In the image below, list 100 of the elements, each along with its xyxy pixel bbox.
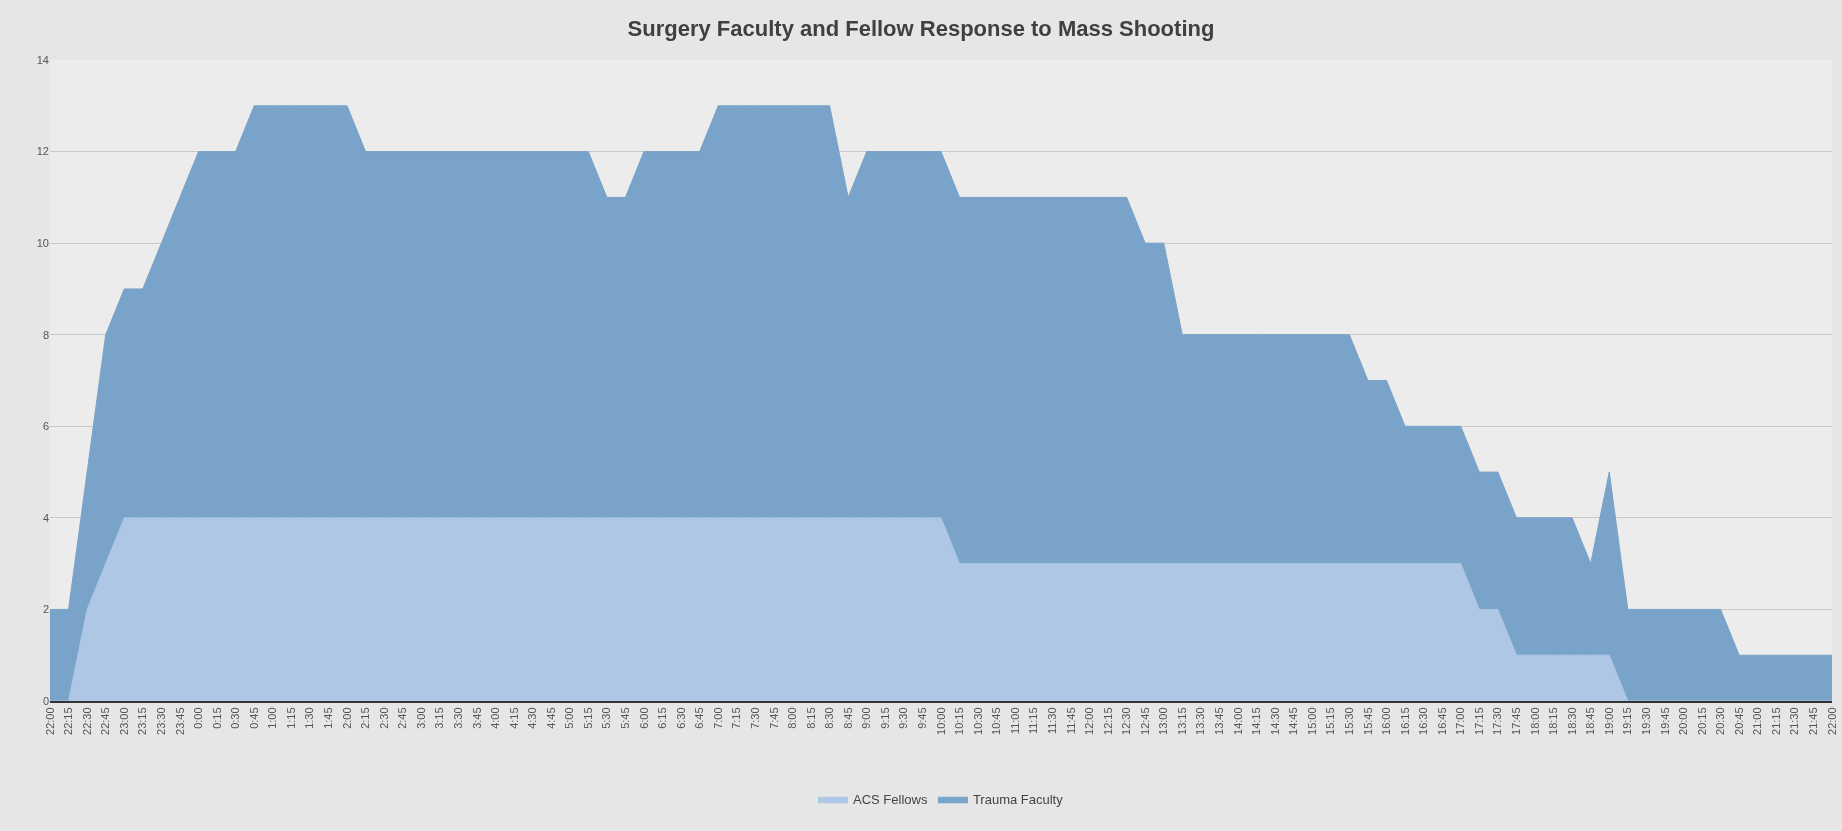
x-tick-label: 1:15 [284,707,297,729]
x-tick-label: 5:00 [563,707,576,729]
x-tick-label: 20:45 [1732,707,1745,735]
x-tick-label: 11:45 [1064,707,1077,735]
x-tick-label: 9:45 [916,707,929,729]
x-tick-label: 21:45 [1807,707,1820,735]
x-tick-label: 19:45 [1658,707,1671,735]
x-tick-label: 12:15 [1101,707,1114,735]
x-tick-label: 12:00 [1083,707,1096,735]
x-tick-label: 6:15 [656,707,669,729]
x-tick-label: 4:45 [544,707,557,729]
x-tick-label: 19:30 [1639,707,1652,735]
x-tick-label: 2:00 [340,707,353,729]
x-tick-label: 20:00 [1677,707,1690,735]
x-tick-label: 16:00 [1380,707,1393,735]
x-tick-label: 15:45 [1361,707,1374,735]
x-tick-label: 8:45 [841,707,854,729]
x-tick-label: 12:30 [1120,707,1133,735]
x-tick-label: 22:30 [80,707,93,735]
x-tick-label: 8:15 [804,707,817,729]
x-tick-label: 14:30 [1268,707,1281,735]
x-tick-label: 21:30 [1788,707,1801,735]
x-tick-label: 15:15 [1324,707,1337,735]
legend-label: ACS Fellows [853,792,928,808]
x-tick-label: 16:15 [1398,707,1411,735]
x-tick-label: 23:45 [173,707,186,735]
x-tick-label: 11:15 [1027,707,1040,735]
chart-title: Surgery Faculty and Fellow Response to Mass Shooting [627,16,1215,42]
x-tick-label: 2:30 [377,707,390,729]
x-tick-label: 3:45 [470,707,483,729]
x-tick-label: 0:30 [229,707,242,729]
x-tick-label: 22:45 [99,707,112,735]
x-tick-label: 4:00 [489,707,502,729]
x-tick-label: 12:45 [1138,707,1151,735]
x-tick-label: 7:45 [767,707,780,729]
x-tick-label: 15:00 [1305,707,1318,735]
x-tick-label: 15:30 [1342,707,1355,735]
x-tick-label: 14:45 [1287,707,1300,735]
x-tick-label: 17:00 [1454,707,1467,735]
x-tick-label: 18:00 [1528,707,1541,735]
x-tick-label: 18:45 [1584,707,1597,735]
x-tick-label: 9:00 [860,707,873,729]
x-tick-label: 13:00 [1157,707,1170,735]
x-tick-label: 0:00 [192,707,205,729]
x-tick-label: 6:45 [693,707,706,729]
x-tick-label: 13:30 [1194,707,1207,735]
x-tick-label: 8:30 [823,707,836,729]
x-tick-label: 14:15 [1250,707,1263,735]
x-tick-label: 20:15 [1695,707,1708,735]
x-tick-label: 2:15 [359,707,372,729]
x-tick-label: 20:30 [1714,707,1727,735]
x-tick-label: 3:15 [433,707,446,729]
x-tick-label: 18:30 [1565,707,1578,735]
x-tick-label: 6:00 [637,707,650,729]
x-tick-label: 5:45 [619,707,632,729]
x-tick-label: 6:30 [674,707,687,729]
x-tick-label: 0:45 [247,707,260,729]
x-tick-label: 3:00 [414,707,427,729]
x-tick-label: 10:45 [990,707,1003,735]
x-tick-label: 10:00 [934,707,947,735]
x-tick-label: 17:45 [1510,707,1523,735]
y-tick-label: 2 [42,603,49,616]
y-tick-label: 8 [42,328,49,341]
x-tick-label: 19:15 [1621,707,1634,735]
x-tick-label: 10:15 [953,707,966,735]
x-tick-label: 5:30 [600,707,613,729]
x-tick-label: 7:00 [711,707,724,729]
x-tick-label: 4:30 [526,707,539,729]
x-tick-label: 23:30 [154,707,167,735]
y-tick-label: 4 [42,511,49,524]
y-tick-label: 0 [42,694,49,707]
y-tick-label: 12 [36,145,49,158]
x-tick-label: 10:30 [971,707,984,735]
x-tick-label: 22:00 [1825,707,1838,735]
x-tick-label: 4:15 [507,707,520,729]
x-tick-label: 11:00 [1008,707,1021,735]
x-tick-label: 1:00 [266,707,279,729]
x-tick-label: 16:30 [1417,707,1430,735]
x-tick-label: 5:15 [581,707,594,729]
x-tick-label: 2:45 [396,707,409,729]
x-tick-label: 16:45 [1435,707,1448,735]
x-tick-label: 1:45 [322,707,335,729]
x-tick-label: 18:15 [1547,707,1560,735]
y-tick-label: 10 [36,236,49,249]
x-tick-label: 14:00 [1231,707,1244,735]
x-tick-label: 13:45 [1213,707,1226,735]
y-tick-label: 6 [42,420,49,433]
x-tick-label: 9:15 [878,707,891,729]
y-tick-label: 14 [36,53,49,66]
x-tick-label: 11:30 [1045,707,1058,735]
x-tick-label: 9:30 [897,707,910,729]
x-tick-label: 22:15 [62,707,75,735]
x-tick-label: 22:00 [43,707,56,735]
x-tick-label: 7:30 [748,707,761,729]
x-tick-label: 21:00 [1751,707,1764,735]
x-tick-label: 19:00 [1602,707,1615,735]
x-tick-label: 3:30 [451,707,464,729]
legend-label: Trauma Faculty [972,792,1064,808]
x-tick-label: 0:15 [210,707,223,729]
x-tick-label: 13:15 [1175,707,1188,735]
